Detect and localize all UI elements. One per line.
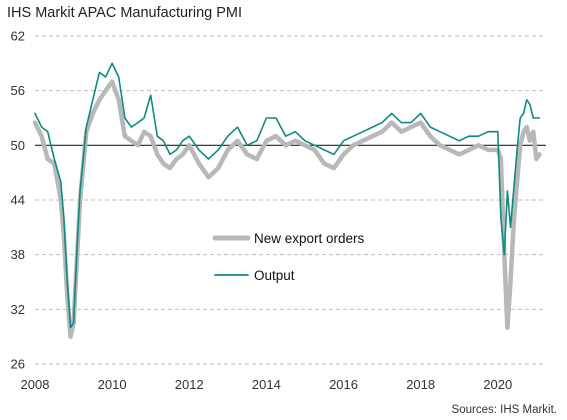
series-line-new-export-orders [32,79,542,339]
legend-label: New export orders [254,231,365,246]
legend-label: Output [254,268,295,283]
x-tick-label: 2010 [98,377,127,392]
y-tick-label: 62 [11,29,25,44]
x-tick-label: 2008 [21,377,50,392]
y-tick-label: 38 [11,247,25,262]
x-tick-label: 2012 [175,377,204,392]
chart-title: IHS Markit APAC Manufacturing PMI [7,5,243,21]
x-tick-label: 2016 [329,377,358,392]
y-tick-label: 56 [11,83,25,98]
x-tick-label: 2020 [483,377,512,392]
y-tick-label: 50 [11,138,25,153]
legend: New export orders Output [212,231,365,283]
x-tick-label: 2018 [406,377,435,392]
y-tick-label: 32 [11,302,25,317]
y-tick-label: 26 [11,357,25,372]
series-line-output [34,62,541,329]
tick-layer: 26 32 38 44 50 56 62 2008 2010 2012 2014 2016 2018 20… [11,29,513,393]
y-tick-label: 44 [11,193,25,208]
series-layer [32,62,542,339]
x-tick-label: 2014 [252,377,281,392]
source-note: Sources: IHS Markit. [451,404,557,416]
